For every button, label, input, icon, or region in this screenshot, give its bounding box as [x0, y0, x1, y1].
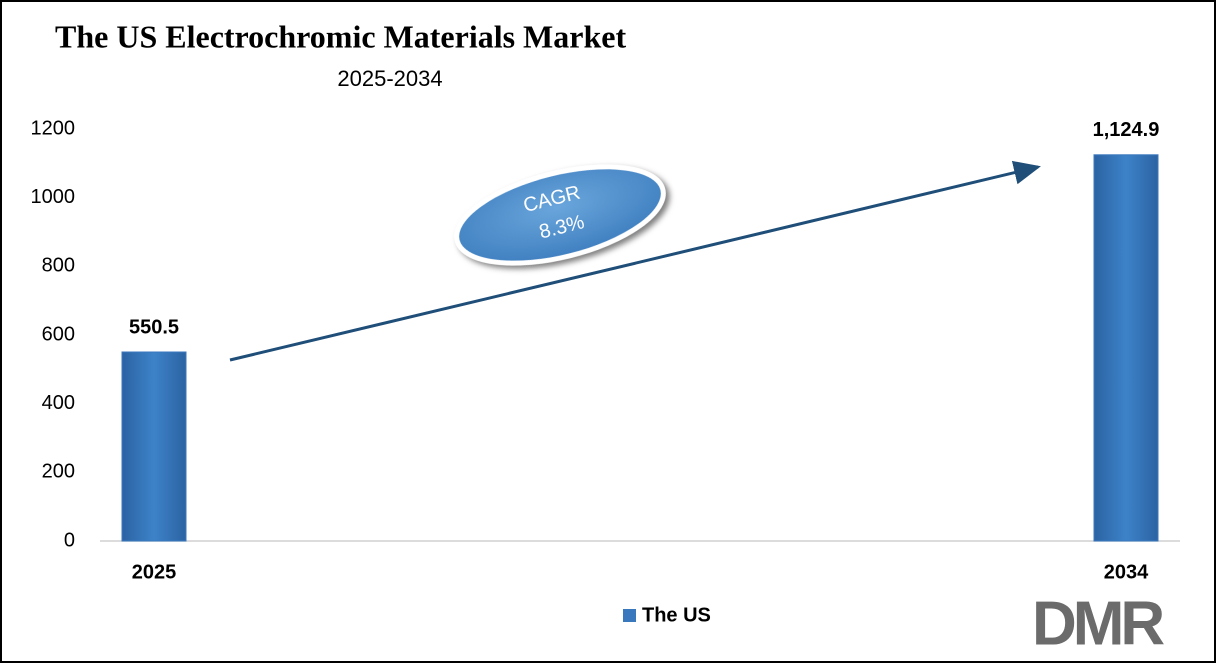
chart-title: The US Electrochromic Materials Market — [55, 18, 626, 54]
logo-text: DMR — [1032, 589, 1164, 658]
legend-swatch — [623, 609, 636, 622]
bar — [1093, 154, 1159, 542]
y-tick-label: 200 — [42, 461, 75, 483]
x-tick-label: 2034 — [1104, 561, 1149, 583]
chart-subtitle: 2025-2034 — [337, 66, 442, 91]
logo: DMR — [1032, 589, 1168, 658]
y-tick-label: 600 — [42, 323, 75, 345]
value-label: 550.5 — [129, 316, 179, 338]
value-label: 1,124.9 — [1093, 119, 1160, 141]
cagr-bubble — [454, 164, 666, 266]
y-tick-label: 800 — [42, 255, 75, 277]
trend-arrow — [229, 160, 1041, 362]
y-tick-label: 0 — [64, 529, 75, 551]
y-tick-label: 1000 — [31, 186, 76, 208]
bar — [121, 351, 187, 542]
x-tick-label: 2025 — [132, 561, 177, 583]
y-tick-label: 1200 — [31, 117, 76, 139]
y-tick-label: 400 — [42, 392, 75, 414]
legend-label: The US — [642, 604, 711, 626]
